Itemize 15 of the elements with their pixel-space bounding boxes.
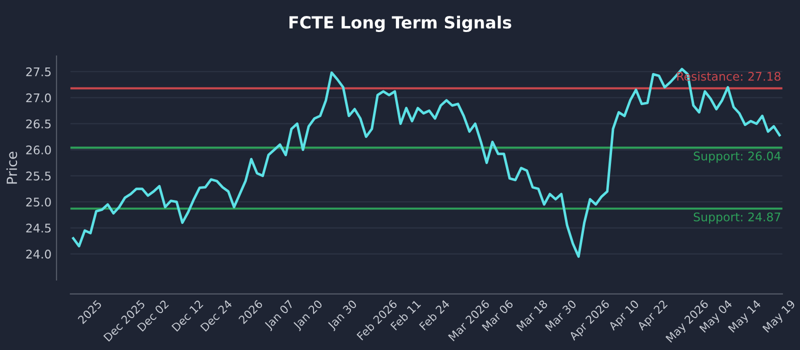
chart-title: FCTE Long Term Signals xyxy=(289,16,512,32)
x-tick-label: Jan 30 xyxy=(326,299,359,332)
line-series xyxy=(72,68,781,258)
y-tick-label: 25.5 xyxy=(26,172,51,180)
y-tick-label: 25.0 xyxy=(26,198,51,207)
ref-line-label: Support: 26.04 xyxy=(694,152,781,163)
y-tick-label: 24.0 xyxy=(26,250,51,259)
y-tick-label: 27.5 xyxy=(26,67,51,76)
y-axis-title: Price xyxy=(6,152,18,184)
y-tick-label: 24.5 xyxy=(26,224,51,233)
y-tick-label: 27.0 xyxy=(26,93,51,102)
ref-line-label: Support: 24.87 xyxy=(694,212,780,224)
x-tick-label: Apr 22 xyxy=(636,300,670,332)
y-tick-label: 26.0 xyxy=(26,145,51,154)
y-tick-label: 26.5 xyxy=(26,119,51,128)
